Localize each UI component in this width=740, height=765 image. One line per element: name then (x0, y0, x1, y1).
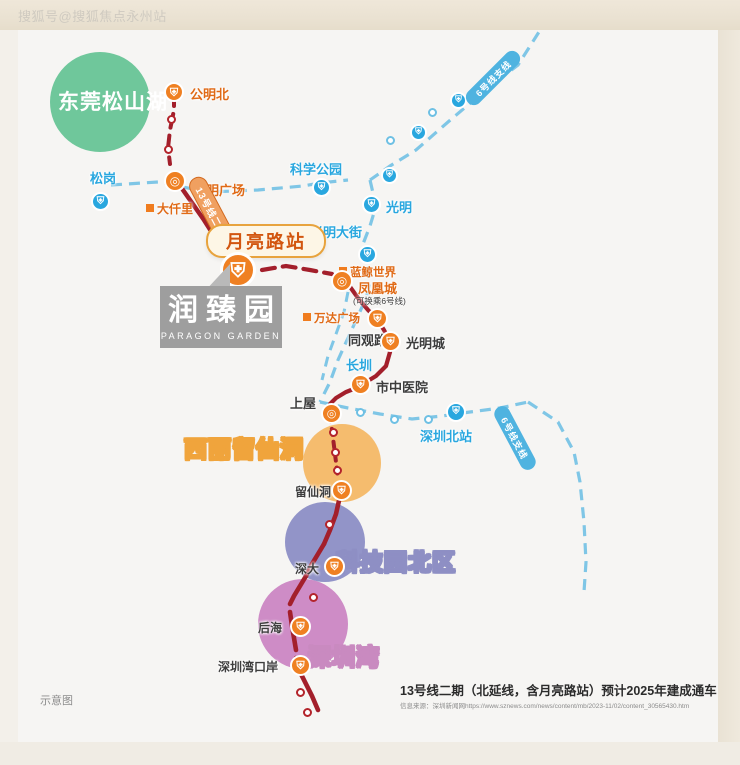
note-fenghuangcheng-transfer: (可换乘6号线) (353, 296, 406, 306)
station-marker-dot-9[interactable] (303, 708, 312, 717)
zone-label-dongguan-songshanhu: 东莞松山湖 (58, 91, 168, 114)
station-marker-guangming[interactable]: ⛨ (362, 195, 381, 214)
metro-icon: ⛨ (386, 335, 395, 348)
metro-icon: ⛨ (96, 195, 105, 207)
metro-icon: ⛨ (386, 170, 393, 180)
station-marker-shangwu[interactable]: ◎ (321, 403, 342, 424)
metro-icon: ⛨ (230, 258, 246, 282)
metro-icon: ⛨ (367, 198, 376, 210)
metro-icon: ⛨ (363, 248, 372, 260)
station-marker-dot-1[interactable] (167, 115, 176, 124)
metro-icon: ⛨ (330, 560, 339, 573)
note-changzhen: 长圳 (346, 358, 373, 373)
page-edge-right (718, 30, 740, 765)
station-marker-upper-blue-1[interactable]: ⛨ (410, 124, 427, 141)
metro-icon: ⛨ (317, 181, 326, 193)
top-bar: 搜狐号@搜狐焦点永州站 (0, 0, 740, 30)
interchange-icon: ◎ (326, 407, 337, 420)
interchange-icon: ◎ (336, 274, 348, 288)
page-edge-left (0, 30, 18, 765)
station-marker-songgang[interactable]: ⛨ (91, 192, 110, 211)
station-marker-dot-7[interactable] (309, 593, 318, 602)
station-marker-houhai[interactable]: ⛨ (290, 616, 311, 637)
station-marker-shenzhenbeizhan[interactable]: ⛨ (446, 402, 466, 422)
station-marker-blue-dot-4[interactable] (386, 136, 395, 145)
station-marker-liuxiandong[interactable]: ⛨ (331, 480, 352, 501)
schematic-label: 示意图 (40, 695, 73, 707)
page-edge-bottom (0, 742, 740, 765)
station-label-tongguanlu: 同观路 (348, 333, 388, 348)
zone-label-shenzhen-bay: 深圳湾 (308, 644, 380, 670)
station-marker-upper-blue-2[interactable]: ⛨ (450, 92, 467, 109)
station-marker-guangmingcheng[interactable]: ⛨ (380, 331, 401, 352)
metro-icon: ⛨ (452, 406, 460, 417)
zone-bubble-dongguan-songshanhu (50, 52, 150, 152)
metro-icon: ⛨ (296, 659, 305, 672)
project-name-cn: 润臻园 (168, 293, 282, 327)
zone-label-xili-liuxiandong: 西丽留仙洞 (184, 436, 304, 462)
station-marker-dot-2[interactable] (164, 145, 173, 154)
poi-marker-icon (303, 313, 311, 321)
project-logo-plate: 润臻园 PARAGON GARDEN (160, 286, 282, 348)
station-marker-fenghuangcheng[interactable]: ◎ (331, 270, 353, 292)
metro-map: 东莞松山湖 西丽留仙洞 科技园北区 深圳湾 ⛨ 公明北 ◎ 公明广场 ⛨ 松岗 … (18, 30, 718, 742)
station-marker-dot-6[interactable] (325, 520, 334, 529)
station-label-shenzhenwankouan: 深圳湾口岸 (218, 660, 279, 674)
station-marker-dot-3[interactable] (329, 428, 338, 437)
project-name-en: PARAGON GARDEN (160, 330, 282, 341)
station-label-shenzhenbeizhan: 深圳北站 (420, 429, 473, 444)
station-marker-gongmingbei[interactable]: ⛨ (164, 82, 184, 102)
highlight-station-capsule[interactable]: 月亮路站 (206, 224, 326, 258)
station-marker-blue-dot-2[interactable] (390, 415, 399, 424)
station-label-gongmingbei: 公明北 (190, 87, 230, 102)
station-label-shangwu: 上屋 (290, 396, 317, 411)
station-marker-dot-8[interactable] (296, 688, 305, 697)
station-marker-guangmingdajie[interactable]: ⛨ (358, 245, 377, 264)
station-label-kexuegongyuan: 科学公园 (290, 162, 343, 177)
metro-icon: ⛨ (356, 378, 365, 391)
zone-label-keji-yuan-beiqu: 科技园北区 (336, 549, 456, 575)
station-label-songgang: 松岗 (90, 171, 117, 186)
poi-daqianli: 大仟里 (146, 200, 193, 217)
site-watermark: 搜狐号@搜狐焦点永州站 (18, 9, 167, 24)
metro-icon: ⛨ (296, 620, 305, 633)
footer-source: 信息来源：深圳新闻网https://www.sznews.com/news/co… (400, 703, 690, 710)
metro-icon: ⛨ (337, 484, 346, 497)
station-marker-blue-dot-3[interactable] (424, 415, 433, 424)
station-marker-tongguanlu[interactable]: ⛨ (367, 308, 388, 329)
station-label-liuxiandong: 留仙洞 (295, 485, 332, 499)
station-label-guangming: 光明 (386, 200, 413, 215)
metro-icon: ⛨ (373, 312, 382, 325)
station-label-shizhongyiyuan: 市中医院 (376, 380, 429, 395)
station-marker-shenda[interactable]: ⛨ (324, 556, 345, 577)
station-marker-shenzhenwankouan[interactable]: ⛨ (290, 655, 311, 676)
station-marker-dot-5[interactable] (333, 466, 342, 475)
poi-wandaguangchang: 万达广场 (303, 310, 360, 326)
station-marker-shizhongyiyuan[interactable]: ⛨ (350, 374, 371, 395)
station-marker-dot-4[interactable] (331, 448, 340, 457)
station-marker-kexuegongyuan[interactable]: ⛨ (312, 178, 331, 197)
interchange-icon: ◎ (169, 174, 181, 188)
footer-headline: 13号线二期（北延线，含月亮路站）预计2025年建成通车 (400, 684, 717, 698)
poi-marker-icon (146, 204, 154, 212)
station-marker-blue-dot-5[interactable] (428, 108, 437, 117)
station-label-guangmingcheng: 光明城 (406, 336, 446, 351)
metro-icon: ⛨ (415, 127, 422, 137)
metro-icon: ⛨ (455, 95, 462, 105)
station-label-fenghuangcheng: 凤凰城 (358, 281, 398, 296)
station-marker-upper-blue-3[interactable]: ⛨ (381, 167, 398, 184)
station-label-houhai: 后海 (258, 621, 283, 635)
station-marker-gongmingguangchang[interactable]: ◎ (164, 170, 186, 192)
metro-icon: ⛨ (169, 85, 179, 99)
station-label-shenda: 深大 (295, 562, 320, 576)
station-marker-blue-dot-1[interactable] (356, 408, 365, 417)
